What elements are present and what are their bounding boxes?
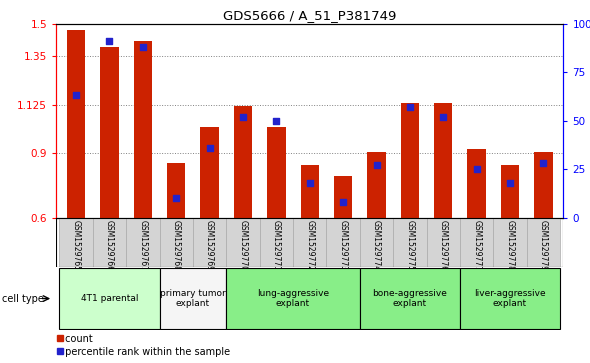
- Text: GSM1529777: GSM1529777: [472, 220, 481, 272]
- Bar: [527, 218, 560, 267]
- Text: GSM1529774: GSM1529774: [372, 220, 381, 272]
- Point: [539, 160, 548, 166]
- Point: [172, 195, 181, 201]
- Bar: [159, 218, 193, 267]
- Bar: [227, 218, 260, 267]
- Point: [238, 114, 248, 120]
- Text: lung-aggressive
explant: lung-aggressive explant: [257, 289, 329, 308]
- Bar: [126, 218, 159, 267]
- Bar: [460, 268, 560, 329]
- Text: GSM1529767: GSM1529767: [138, 220, 148, 272]
- Bar: [60, 218, 93, 267]
- Point: [472, 166, 481, 172]
- Bar: [368, 152, 386, 218]
- Bar: [501, 165, 519, 218]
- Bar: [227, 268, 360, 329]
- Point: [71, 93, 81, 98]
- Point: [339, 199, 348, 205]
- Bar: [167, 163, 185, 218]
- Point: [505, 180, 514, 186]
- Point: [271, 118, 281, 123]
- Text: GSM1529772: GSM1529772: [305, 220, 314, 271]
- Text: GSM1529769: GSM1529769: [205, 220, 214, 272]
- Bar: [534, 152, 553, 218]
- Bar: [67, 30, 86, 218]
- Text: cell type: cell type: [2, 294, 44, 303]
- Bar: [427, 218, 460, 267]
- Bar: [267, 127, 286, 218]
- Text: 4T1 parental: 4T1 parental: [81, 294, 138, 303]
- Text: bone-aggressive
explant: bone-aggressive explant: [372, 289, 447, 308]
- Text: percentile rank within the sample: percentile rank within the sample: [62, 347, 230, 357]
- Bar: [93, 218, 126, 267]
- Point: [205, 145, 214, 151]
- Text: GSM1529771: GSM1529771: [272, 220, 281, 271]
- Bar: [100, 47, 119, 218]
- Point: [372, 163, 381, 168]
- Text: GSM1529778: GSM1529778: [506, 220, 514, 271]
- Text: count: count: [62, 334, 93, 344]
- Text: GSM1529775: GSM1529775: [405, 220, 414, 272]
- Bar: [260, 218, 293, 267]
- Text: GSM1529770: GSM1529770: [238, 220, 247, 272]
- Bar: [300, 165, 319, 218]
- Point: [138, 44, 148, 50]
- Text: GSM1529773: GSM1529773: [339, 220, 348, 272]
- Bar: [401, 103, 419, 218]
- Bar: [360, 268, 460, 329]
- Bar: [334, 176, 352, 218]
- Point: [438, 114, 448, 120]
- Bar: [434, 103, 453, 218]
- Text: GSM1529766: GSM1529766: [105, 220, 114, 272]
- Bar: [234, 106, 252, 218]
- Point: [305, 180, 314, 186]
- Bar: [460, 218, 493, 267]
- Bar: [360, 218, 393, 267]
- Bar: [326, 218, 360, 267]
- Bar: [201, 127, 219, 218]
- Bar: [293, 218, 326, 267]
- Text: GSM1529768: GSM1529768: [172, 220, 181, 271]
- Bar: [134, 41, 152, 218]
- Bar: [60, 268, 159, 329]
- Point: [105, 38, 114, 44]
- Title: GDS5666 / A_51_P381749: GDS5666 / A_51_P381749: [223, 9, 396, 23]
- Text: liver-aggressive
explant: liver-aggressive explant: [474, 289, 546, 308]
- Bar: [393, 218, 427, 267]
- Text: GSM1529776: GSM1529776: [439, 220, 448, 272]
- Bar: [493, 218, 527, 267]
- Text: primary tumor
explant: primary tumor explant: [160, 289, 226, 308]
- Point: [405, 104, 415, 110]
- Bar: [159, 268, 227, 329]
- Text: GSM1529779: GSM1529779: [539, 220, 548, 272]
- Bar: [193, 218, 227, 267]
- Bar: [467, 149, 486, 218]
- Text: GSM1529765: GSM1529765: [71, 220, 81, 272]
